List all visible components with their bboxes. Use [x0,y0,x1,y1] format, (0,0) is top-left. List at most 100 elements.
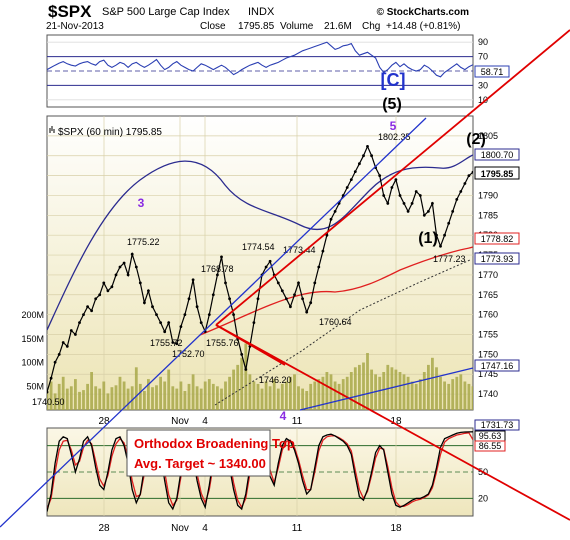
price-point [167,321,171,324]
price-point [179,325,183,328]
price-tick-label: 1765 [478,290,498,300]
price-point [78,321,81,324]
right-value-labels: 1800.70 1795.85 1778.82 1773.93 1747.16 [474,148,520,372]
volume-bar [228,376,231,410]
price-point [451,210,455,213]
price-tick-label: 1745 [478,369,498,379]
volume-bar [471,386,473,410]
x-tick: 18 [390,416,402,427]
price-point [345,186,349,189]
price-label: 1777.23 [433,254,466,264]
volume-bar [256,383,260,410]
exchange-label: INDX [248,6,275,18]
volume-bar [49,381,53,410]
price-point [175,342,179,346]
volume-bar [122,381,126,410]
price-point [435,233,438,237]
volume-bar [195,386,199,410]
volume-bar [151,387,154,410]
chg-value: +14.48 (+0.81%) [386,21,461,32]
price-point [151,305,154,309]
price-dots [47,145,473,394]
value-box [474,359,520,372]
rsi-tick-label: 70 [478,52,488,62]
price-point [171,341,175,344]
volume-tick-label: 100M [21,358,44,368]
volume-tick-label: 200M [21,310,44,320]
price-point [211,293,215,297]
price-point [382,194,386,197]
volume-label: Volume [280,21,314,32]
volume-bar [65,388,69,410]
volume-bar [163,381,167,410]
price-label: 1802.35 [378,132,411,142]
price-point [309,301,313,305]
volume-bar [74,379,77,410]
rsi-line [47,41,473,78]
price-point [471,170,473,174]
volume-bar [179,381,183,410]
volume-bar [451,379,455,410]
x-tick: Nov [171,416,189,427]
price-point [276,281,280,285]
price-label: 1774.54 [242,242,275,252]
header-date: 21-Nov-2013 [46,21,104,32]
rsi-tick-label: 10 [478,95,488,105]
price-point [443,233,446,237]
rsi-chart: 9070503010 58.71 [C] [47,37,510,105]
x-axis-bottom: 28 Nov 4 11 18 [98,523,402,534]
volume-bar [422,372,426,410]
volume-bar [276,388,280,410]
volume-bar [459,374,463,410]
volume-bar [305,391,309,410]
volume-bar [358,364,361,410]
x-tick: 28 [98,416,110,427]
price-point [301,297,304,301]
volume-ticks: 200M 150M 100M 50M [21,310,44,391]
price-point [114,273,118,277]
price-legend: $SPX (60 min) 1795.85 [49,126,162,138]
volume-bar [297,386,300,410]
volume-bar [447,383,451,410]
volume-bar [248,374,252,410]
price-point [191,278,195,282]
volume-bar [309,383,313,410]
price-point [143,301,146,305]
volume-bar [406,376,410,410]
price-point [244,368,248,371]
volume-bar [114,385,118,410]
price-point [285,297,288,301]
price-point [252,321,256,324]
price-point [289,305,292,309]
volume-bar [285,381,288,410]
price-label: 1755.72 [150,338,183,348]
price-point [305,310,309,314]
x-tick: 11 [292,416,303,427]
stochastic-value-labels: 1731.73 95.63 86.55 [474,419,520,452]
price-point [264,265,268,269]
legend-swatch-icon [49,126,55,133]
volume-bar [289,376,292,410]
volume-bar [191,374,195,410]
volume-bar [143,391,146,410]
price-point [155,313,158,316]
price-point [220,255,223,259]
annotation-line-2: Avg. Target ~ 1340.00 [134,456,266,471]
price-point [240,353,244,356]
volume-bar [86,383,89,410]
price-point [216,273,219,277]
volume-bar [155,385,158,410]
value-box [474,166,520,180]
volume-bar [386,364,390,410]
volume-bar [53,393,57,410]
volume-bar [329,374,333,410]
volume-bar [138,383,142,410]
volume-bar [236,364,240,410]
value-label: 1778.82 [481,234,514,244]
price-point [199,321,203,324]
price-point [414,190,418,193]
rsi-tick-label: 90 [478,37,488,47]
price-tick-label: 1740 [478,389,498,399]
x-tick: 4 [202,416,208,427]
volume-bar [337,383,341,410]
